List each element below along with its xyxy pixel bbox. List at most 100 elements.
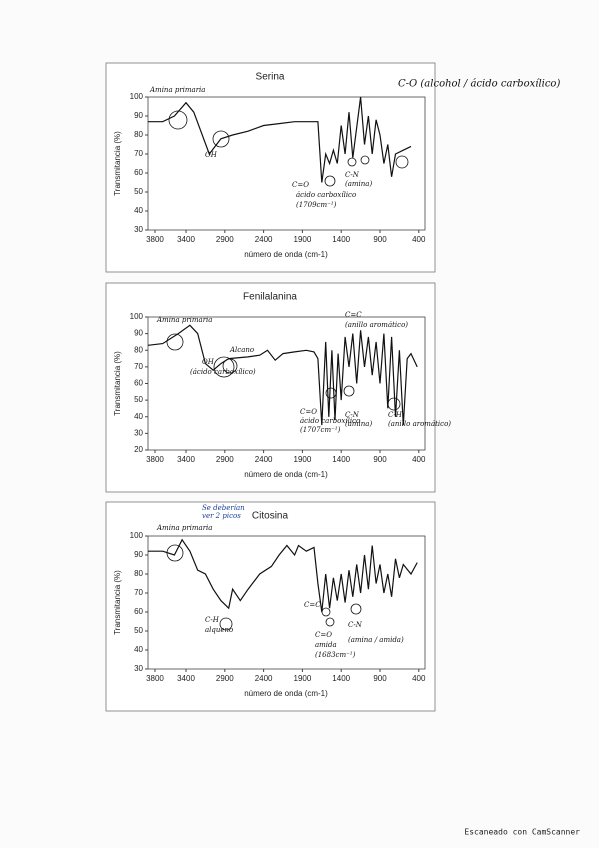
annotation-circle bbox=[324, 175, 336, 187]
plot-area bbox=[147, 96, 426, 231]
x-tick-label: 400 bbox=[412, 455, 426, 464]
y-tick-label: 90 bbox=[134, 329, 143, 338]
annotation: (1683cm⁻¹) bbox=[315, 651, 356, 659]
annotation: C-H bbox=[388, 411, 403, 419]
y-tick-label: 30 bbox=[134, 225, 143, 234]
annotation-circle bbox=[213, 356, 235, 378]
x-tick-label: 3800 bbox=[146, 674, 164, 683]
y-tick-label: 40 bbox=[134, 645, 143, 654]
y-tick-label: 100 bbox=[130, 92, 144, 101]
chart-frame bbox=[105, 282, 436, 493]
y-tick-label: 80 bbox=[134, 345, 143, 354]
y-axis-label: Transmitancia (%) bbox=[113, 570, 122, 635]
annotation: C=C bbox=[345, 311, 362, 319]
annotation-circle bbox=[222, 358, 238, 374]
annotation: ácido carboxílico bbox=[300, 417, 360, 425]
annotation: ver 2 picos bbox=[202, 512, 241, 520]
y-tick-label: 80 bbox=[134, 569, 143, 578]
plot-area bbox=[147, 535, 426, 670]
y-tick-label: 20 bbox=[134, 445, 143, 454]
chart-frame bbox=[105, 501, 436, 712]
annotation: (ácido carboxílico) bbox=[190, 368, 256, 376]
annotation: C-N bbox=[348, 621, 363, 629]
x-axis-label: número de onda (cm-1) bbox=[244, 689, 328, 698]
chart-title: Serina bbox=[256, 72, 285, 83]
y-tick-label: 90 bbox=[134, 111, 143, 120]
annotation-circle bbox=[360, 155, 370, 165]
annotation: Amina primaria bbox=[156, 316, 212, 324]
annotation-circle bbox=[325, 387, 337, 399]
x-tick-label: 3800 bbox=[146, 235, 164, 244]
x-tick-label: 3800 bbox=[146, 455, 164, 464]
annotation-circle bbox=[350, 603, 362, 615]
annotation: (amina) bbox=[345, 180, 372, 188]
annotation: C-H bbox=[205, 616, 220, 624]
chart-frame bbox=[105, 62, 436, 273]
y-tick-label: 70 bbox=[134, 588, 143, 597]
y-tick-label: 90 bbox=[134, 550, 143, 559]
y-tick-label: 100 bbox=[130, 312, 144, 321]
y-tick-label: 60 bbox=[134, 379, 143, 388]
annotation: amida bbox=[315, 641, 337, 649]
y-tick-label: 60 bbox=[134, 607, 143, 616]
annotation: C-N bbox=[345, 171, 360, 179]
x-tick-label: 2900 bbox=[216, 455, 234, 464]
x-tick-label: 2900 bbox=[216, 674, 234, 683]
annotation-circle bbox=[219, 617, 233, 631]
annotation: OH bbox=[205, 151, 218, 159]
annotation: (amina) bbox=[345, 420, 372, 428]
x-tick-label: 400 bbox=[412, 235, 426, 244]
x-tick-label: 2400 bbox=[255, 455, 273, 464]
y-tick-label: 30 bbox=[134, 664, 143, 673]
annotation: C=O bbox=[315, 631, 332, 639]
annotation: alqueno bbox=[205, 626, 233, 634]
annotation-circle bbox=[166, 544, 184, 562]
y-tick-label: 30 bbox=[134, 428, 143, 437]
annotation: (amina / amida) bbox=[348, 636, 404, 644]
annotation: Amina primaria bbox=[156, 524, 212, 532]
annotation-circle bbox=[325, 617, 335, 627]
annotation: C-O (alcohol / ácido carboxílico) bbox=[398, 79, 560, 90]
footer: Escaneado con CamScanner bbox=[464, 828, 580, 837]
annotation: OH bbox=[202, 358, 215, 366]
annotation: Alcano bbox=[229, 346, 254, 354]
annotation: (1707cm⁻¹) bbox=[300, 426, 341, 434]
x-tick-label: 3400 bbox=[177, 455, 195, 464]
x-tick-label: 1900 bbox=[294, 455, 312, 464]
chart-title: Citosina bbox=[252, 511, 289, 522]
x-tick-label: 1400 bbox=[332, 235, 350, 244]
x-axis-label: número de onda (cm-1) bbox=[244, 250, 328, 259]
annotation: Amina primaria bbox=[149, 86, 205, 94]
x-tick-label: 1900 bbox=[294, 674, 312, 683]
y-tick-label: 50 bbox=[134, 395, 143, 404]
annotation: C=O bbox=[292, 181, 309, 189]
y-axis-label: Transmitancia (%) bbox=[113, 351, 122, 416]
y-tick-label: 80 bbox=[134, 130, 143, 139]
y-tick-label: 50 bbox=[134, 187, 143, 196]
annotation: Se deberían bbox=[202, 504, 245, 512]
x-tick-label: 2400 bbox=[255, 235, 273, 244]
x-tick-label: 400 bbox=[412, 674, 426, 683]
x-tick-label: 3400 bbox=[177, 674, 195, 683]
x-tick-label: 1900 bbox=[294, 235, 312, 244]
x-tick-label: 900 bbox=[373, 235, 387, 244]
x-tick-label: 1400 bbox=[332, 455, 350, 464]
chart-title: Fenilalanina bbox=[243, 292, 297, 303]
annotation: C=O bbox=[300, 408, 317, 416]
spectrum-line bbox=[147, 324, 418, 426]
x-tick-label: 900 bbox=[373, 674, 387, 683]
annotation: ácido carboxílico bbox=[296, 191, 356, 199]
x-tick-label: 2900 bbox=[216, 235, 234, 244]
x-tick-label: 2400 bbox=[255, 674, 273, 683]
annotation-circle bbox=[212, 130, 230, 148]
x-tick-label: 900 bbox=[373, 455, 387, 464]
annotation: (1709cm⁻¹) bbox=[296, 201, 337, 209]
x-axis-label: número de onda (cm-1) bbox=[244, 470, 328, 479]
annotation-circle bbox=[347, 157, 357, 167]
annotation-circle bbox=[168, 110, 188, 130]
y-tick-label: 100 bbox=[130, 531, 144, 540]
spectrum-line bbox=[148, 538, 418, 613]
y-tick-label: 70 bbox=[134, 149, 143, 158]
y-tick-label: 50 bbox=[134, 626, 143, 635]
